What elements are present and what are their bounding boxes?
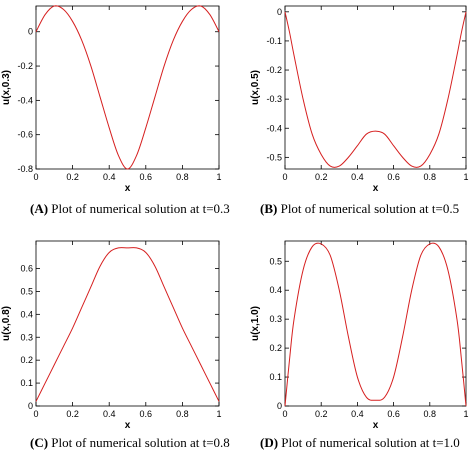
- y-tick-label: 0.2: [269, 343, 282, 353]
- y-tick-label: 0.5: [20, 286, 33, 296]
- caption-letter: (B): [260, 201, 277, 216]
- y-tick-label: 0: [277, 7, 282, 17]
- y-tick-label: 0.4: [269, 285, 282, 295]
- caption-letter: (C): [30, 435, 48, 450]
- y-axis-label: u(x,0.8): [1, 306, 12, 341]
- caption-text: Plot of numerical solution at t=0.3: [48, 201, 230, 216]
- x-axis-label: x: [373, 420, 379, 431]
- y-tick-label: -0.5: [266, 152, 282, 162]
- y-tick-label: 0.3: [20, 332, 33, 342]
- x-tick-label: 0: [33, 172, 38, 182]
- y-tick-label: -0.4: [266, 123, 282, 133]
- caption-text: Plot of numerical solution at t=1.0: [278, 435, 460, 450]
- x-tick-label: 0.2: [66, 172, 79, 182]
- y-tick-label: -0.1: [266, 36, 282, 46]
- y-axis-label: u(x,0.5): [250, 70, 261, 105]
- panel-caption: (D) Plot of numerical solution at t=1.0: [260, 435, 460, 450]
- y-tick-label: 0.2: [20, 355, 33, 365]
- series-line: [35, 5, 220, 170]
- x-axis-label: x: [125, 183, 131, 194]
- x-tick-label: 0.6: [387, 409, 400, 419]
- plot-frame: [284, 240, 467, 407]
- chart-panel-4: 0 0.2 0.4 0.6 0.8 1 0 0.1 0.2 0.3 0.4 0.5 x u(x,1.0) (…: [250, 240, 469, 450]
- plot-frame: [284, 5, 467, 170]
- caption-letter: (A): [30, 201, 48, 216]
- x-tick-label: 0.4: [103, 409, 116, 419]
- series-line: [284, 11, 467, 168]
- panel-caption: (C) Plot of numerical solution at t=0.8: [30, 435, 230, 450]
- y-tick-label: 0.4: [20, 309, 33, 319]
- x-tick-label: 0.6: [387, 172, 400, 182]
- y-tick-label: 0: [277, 401, 282, 411]
- y-tick-label: -0.2: [266, 65, 282, 75]
- y-tick-label: 0.1: [269, 372, 282, 382]
- panel-caption: (A) Plot of numerical solution at t=0.3: [30, 201, 230, 216]
- x-tick-label: 0.4: [351, 409, 364, 419]
- y-tick-label: 0.6: [20, 264, 33, 274]
- series-line: [284, 242, 467, 407]
- x-tick-label: 0.4: [103, 172, 116, 182]
- y-tick-label: 0: [28, 401, 33, 411]
- x-tick-label: 0.6: [140, 409, 153, 419]
- y-tick-label: 0.1: [20, 378, 33, 388]
- x-tick-label: 0.8: [176, 409, 189, 419]
- x-tick-label: 0.4: [351, 172, 364, 182]
- caption-text: Plot of numerical solution at t=0.8: [48, 435, 230, 450]
- caption-text: Plot of numerical solution at t=0.5: [277, 201, 459, 216]
- x-tick-label: 0: [282, 409, 287, 419]
- chart-panel-2: 0 0.2 0.4 0.6 0.8 1 0 -0.1 -0.2 -0.3 -0.4 -0.5 x u(x,…: [250, 5, 469, 216]
- x-tick-label: 0.8: [424, 409, 437, 419]
- x-tick-label: 0: [282, 172, 287, 182]
- chart-panel-1: 0 0.2 0.4 0.6 0.8 1 0 -0.2 -0.4 -0.6 -0.8 x u(x,0.3)…: [1, 5, 230, 216]
- y-axis-label: u(x,0.3): [1, 70, 12, 105]
- y-tick-label: 0.5: [269, 256, 282, 266]
- series-line: [35, 247, 220, 402]
- y-tick-label: -0.2: [17, 61, 33, 71]
- y-tick-label: -0.3: [266, 94, 282, 104]
- y-tick-label: -0.6: [17, 130, 33, 140]
- y-tick-label: 0.3: [269, 314, 282, 324]
- x-tick-label: 0.6: [140, 172, 153, 182]
- chart-panel-3: 0 0.2 0.4 0.6 0.8 1 0 0.1 0.2 0.3 0.4 0.5 0.6 x u(x,0.…: [1, 240, 230, 450]
- x-tick-label: 1: [216, 172, 221, 182]
- x-axis-label: x: [373, 183, 379, 194]
- x-axis-label: x: [125, 420, 131, 431]
- y-tick-label: -0.8: [17, 164, 33, 174]
- x-tick-label: 0.8: [176, 172, 189, 182]
- y-tick-label: 0: [28, 27, 33, 37]
- y-axis-label: u(x,1.0): [250, 306, 261, 341]
- x-tick-label: 1: [216, 409, 221, 419]
- x-tick-label: 1: [463, 409, 468, 419]
- x-tick-label: 0: [33, 409, 38, 419]
- x-tick-label: 0.8: [424, 172, 437, 182]
- x-tick-label: 0.2: [315, 172, 328, 182]
- x-tick-label: 1: [463, 172, 468, 182]
- x-tick-label: 0.2: [315, 409, 328, 419]
- plot-frame: [35, 240, 220, 407]
- panel-caption: (B) Plot of numerical solution at t=0.5: [260, 201, 459, 216]
- y-tick-label: -0.4: [17, 95, 33, 105]
- plot-frame: [35, 5, 220, 170]
- x-tick-label: 0.2: [66, 409, 79, 419]
- caption-letter: (D): [260, 435, 278, 450]
